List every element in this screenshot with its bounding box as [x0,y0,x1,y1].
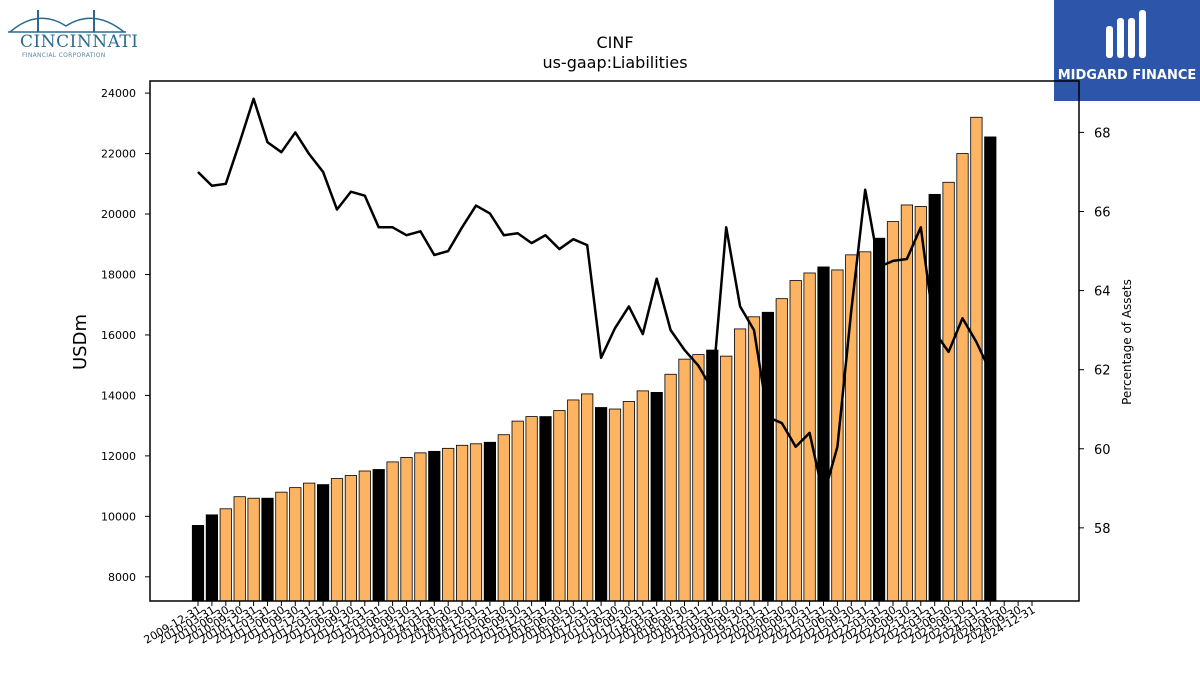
y2-tick-label: 60 [1094,443,1111,458]
series-line [197,97,992,498]
bar [817,266,830,602]
bar [525,416,538,602]
bar [261,497,274,602]
y-tick-label: 24000 [101,87,136,100]
bar [692,354,705,602]
bar [900,204,914,602]
y2-axis-label: Percentage of Assets [1120,279,1134,405]
y2-tick-label: 58 [1094,522,1111,537]
bar [414,452,427,602]
y-tick-label: 18000 [101,268,136,281]
bar [386,461,399,602]
bar [734,328,747,602]
y-tick-label: 8000 [108,571,136,584]
bar [330,478,344,602]
logo-wordmark: CINCINNATI [20,32,139,52]
y2-axis: 58 60 62 64 66 68 [1079,126,1111,537]
y-tick-label: 16000 [101,329,136,342]
bar [497,434,510,602]
bar [247,497,260,602]
y2-tick-label: 62 [1094,364,1111,379]
bar [372,469,385,602]
midgard-emblem-icon [1106,10,1146,58]
cincinnati-logo: CINCINNATI FINANCIAL CORPORATION [4,4,138,60]
line-series [197,97,992,498]
bar [316,484,330,602]
y2-tick-label: 68 [1094,126,1111,141]
bar [428,450,441,602]
bar [400,456,413,602]
bar [942,181,955,602]
y-tick-label: 22000 [101,148,136,161]
bar [720,355,733,602]
bar [650,391,663,602]
bar [595,407,608,602]
chart-title: CINF [596,33,633,52]
bar [886,221,900,602]
y-axis-label: USDm [70,314,91,370]
bar [761,311,775,602]
bar [303,482,316,602]
y-tick-label: 12000 [101,450,136,463]
midgard-wordmark: MIDGARD FINANCE [1057,68,1197,83]
midgard-logo: MIDGARD FINANCE [1054,0,1200,101]
bar [636,390,649,602]
bar [608,408,622,602]
y2-tick-label: 64 [1094,285,1111,300]
bar [233,496,246,602]
bar [567,399,580,602]
bar [970,116,983,602]
bar [455,444,469,602]
bar [483,441,497,602]
bar [859,251,872,602]
x-axis: 2009-12-312010-03-312010-06-302010-09-30… [142,601,1038,647]
bar-series [191,116,997,602]
bar [469,443,483,602]
y-tick-label: 14000 [101,389,136,402]
bar [928,193,941,602]
bar [191,525,205,602]
bar [539,416,552,602]
bar [511,420,524,602]
bar [553,410,566,602]
bar [275,491,288,602]
bar [344,475,358,602]
bridge-icon [8,10,126,33]
logo-subtitle: FINANCIAL CORPORATION [22,52,106,59]
bar [219,508,232,602]
y-tick-label: 20000 [101,208,136,221]
y-axis: 8000 10000 12000 14000 16000 18000 20000 22000 2… [101,87,150,584]
y2-tick-label: 66 [1094,205,1111,220]
bar [581,393,594,602]
bar [873,237,886,602]
bar [622,401,636,602]
y-tick-label: 10000 [101,510,136,523]
bar [956,153,969,602]
bar [678,358,691,602]
bar [775,298,788,602]
bar [442,447,455,602]
bar [205,514,218,602]
chart-subtitle: us-gaap:Liabilities [542,53,687,72]
bar [664,373,677,602]
bar [289,487,302,602]
bar [358,470,371,602]
